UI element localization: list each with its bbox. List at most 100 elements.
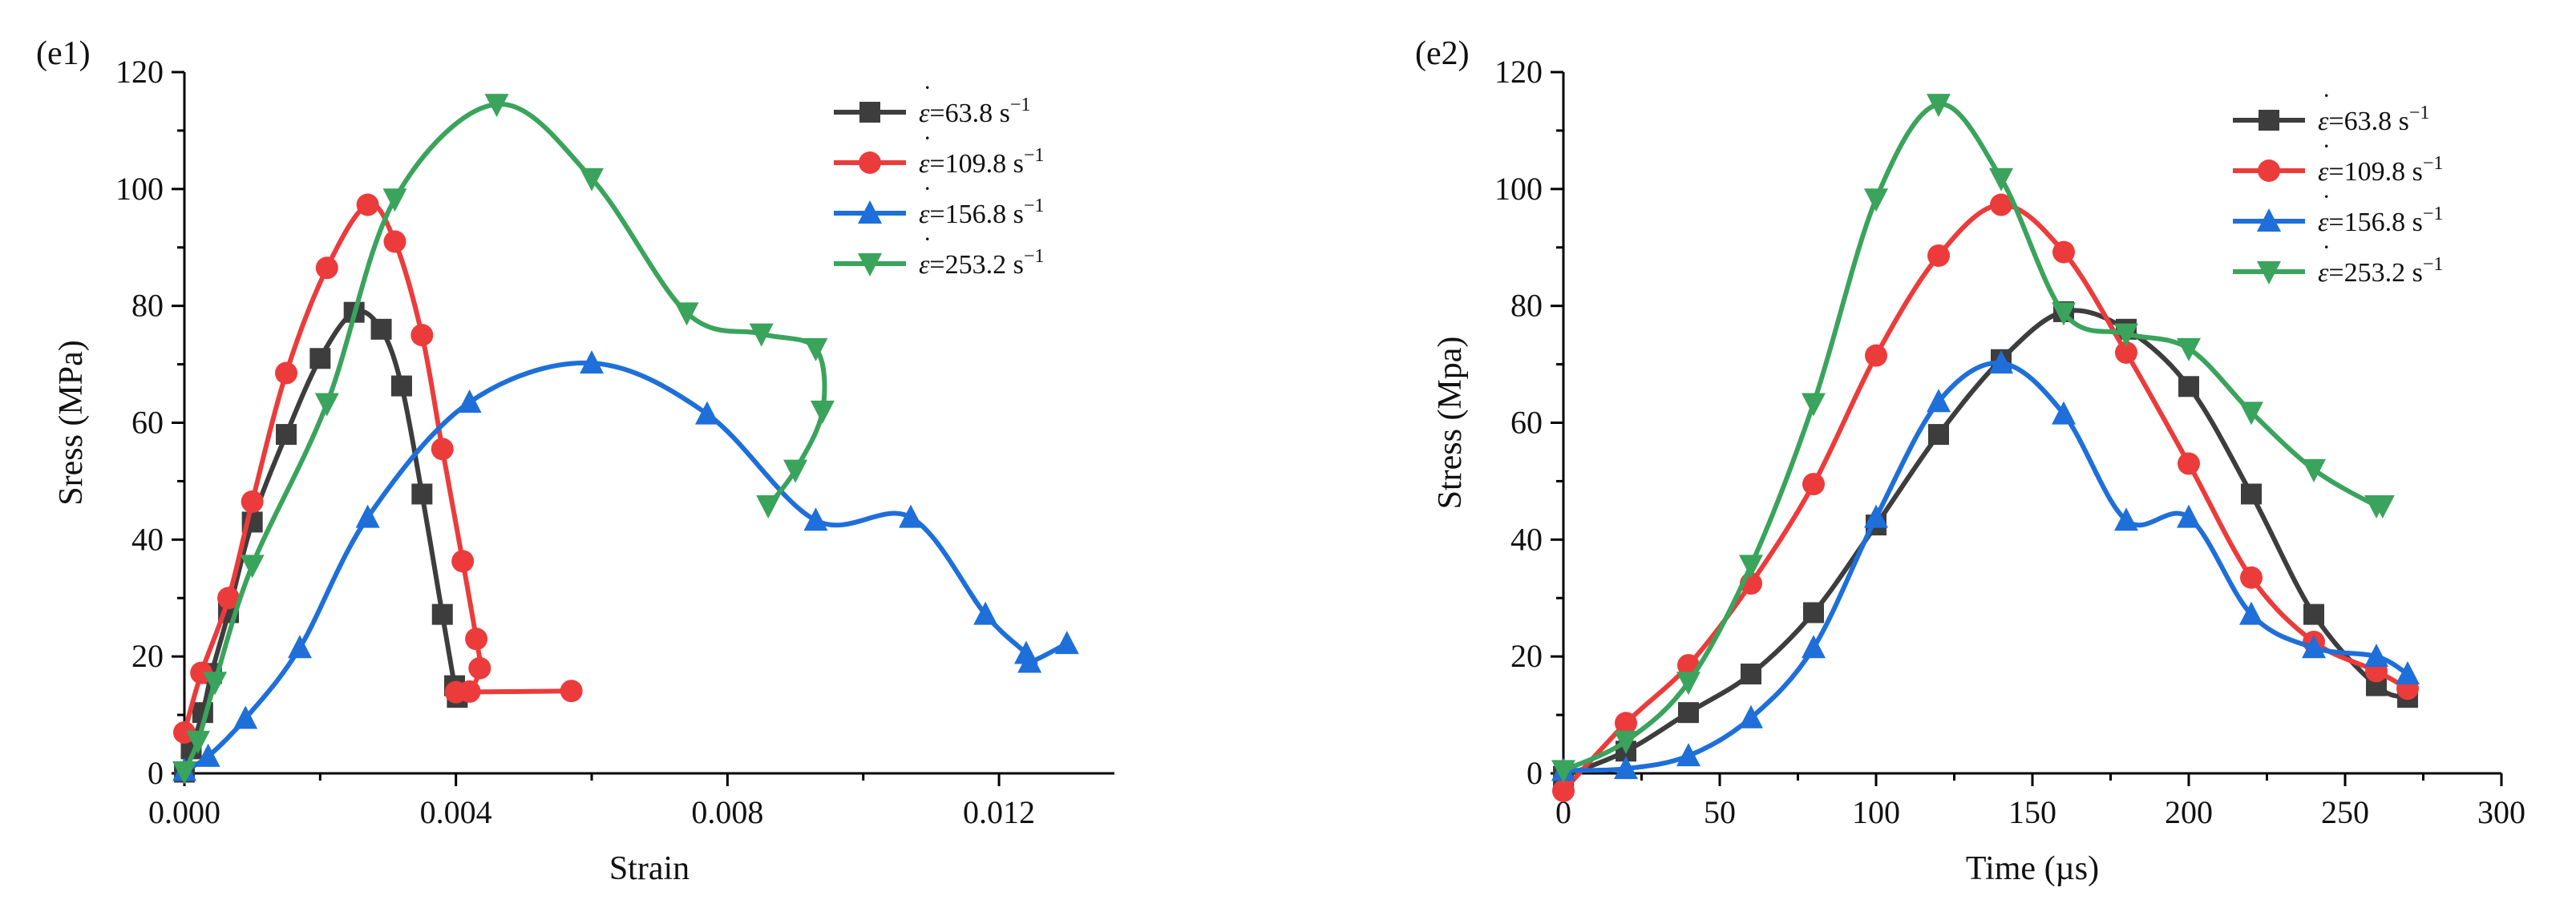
data-point (749, 323, 774, 347)
data-point (1739, 555, 1763, 579)
legend-rate-dot: ˙ (2322, 190, 2331, 220)
data-point (1678, 702, 1699, 724)
y-tick-label: 60 (1510, 405, 1543, 441)
data-point (1676, 672, 1700, 696)
y-tick-label: 20 (131, 638, 164, 674)
y-axis-label: Stress (Mpa) (1432, 337, 1469, 510)
legend-label: ε=156.8 s−1 (2318, 204, 2443, 237)
data-point (2302, 458, 2326, 482)
legend-entry: ˙ε=63.8 s−1 (834, 81, 1030, 128)
data-point (1739, 704, 1763, 728)
data-point (1054, 631, 1079, 655)
panel-label: (e2) (1415, 35, 1470, 72)
data-point (560, 680, 583, 703)
data-point (217, 587, 241, 610)
legend-swatch-marker (2257, 208, 2281, 232)
x-tick-label: 0 (1555, 794, 1571, 830)
legend-entry: ˙ε=253.2 s−1 (834, 232, 1044, 280)
legend-label: ε=253.2 s−1 (2318, 254, 2443, 288)
data-point (431, 438, 454, 461)
data-point (1927, 94, 1951, 118)
x-tick-label: 150 (2008, 794, 2056, 830)
data-point (1803, 602, 1824, 623)
data-point (1741, 664, 1761, 685)
legend-rate-dot: ˙ (923, 182, 932, 212)
x-tick-label: 0.000 (148, 794, 220, 830)
data-point (1990, 193, 2012, 216)
legend-entry: ˙ε=156.8 s−1 (834, 182, 1044, 229)
data-point (484, 94, 509, 118)
legend-label: ε=63.8 s−1 (2318, 103, 2429, 136)
data-point (240, 555, 265, 579)
data-point (309, 348, 331, 369)
data-point (2052, 302, 2076, 326)
data-point (1614, 730, 1638, 754)
data-point (457, 389, 482, 413)
x-tick-label: 250 (2321, 794, 2369, 830)
x-tick-label: 0.012 (963, 794, 1035, 830)
legend-entry: ˙ε=109.8 s−1 (834, 131, 1044, 179)
data-point (451, 550, 475, 573)
series-3 (1551, 350, 2420, 781)
data-point (1864, 188, 1888, 212)
legend-rate-dot: ˙ (2322, 240, 2331, 270)
data-point (756, 495, 781, 519)
x-tick-label: 200 (2165, 794, 2213, 830)
y-tick-label: 100 (115, 171, 164, 207)
data-point (1802, 635, 1826, 659)
y-tick-label: 120 (1494, 54, 1543, 90)
series-3 (172, 350, 1079, 781)
legend-label: ε=156.8 s−1 (919, 196, 1044, 229)
data-point (2396, 661, 2420, 685)
data-point (2239, 402, 2263, 426)
data-point (287, 635, 312, 659)
data-point (1927, 389, 1951, 413)
series-1 (174, 301, 468, 783)
legend-swatch-marker (858, 253, 882, 276)
data-point (275, 361, 298, 385)
data-point (2240, 566, 2263, 589)
data-point (390, 375, 412, 397)
legend-rate-dot: ˙ (923, 81, 932, 111)
data-point (1552, 779, 1575, 802)
data-point (783, 459, 808, 483)
data-point (1614, 756, 1638, 780)
data-point (233, 705, 258, 729)
y-tick-label: 100 (1494, 171, 1543, 207)
legend-rate-dot: ˙ (923, 131, 932, 161)
data-point (2364, 644, 2388, 668)
data-point (315, 256, 338, 280)
data-point (276, 424, 297, 446)
legend-entry: ˙ε=109.8 s−1 (2233, 139, 2443, 187)
legend-label: ε=109.8 s−1 (919, 145, 1044, 179)
legend-swatch-marker (859, 102, 880, 123)
data-point (1865, 344, 1887, 367)
y-tick-label: 40 (1510, 521, 1543, 557)
series-line (182, 201, 572, 733)
legend-label: ε=63.8 s−1 (919, 95, 1030, 128)
data-point (1551, 760, 1575, 784)
data-point (1928, 424, 1949, 446)
series-line (1561, 202, 2409, 793)
y-tick-label: 0 (1527, 755, 1543, 791)
data-point (2114, 507, 2138, 531)
series-4 (1551, 94, 2395, 784)
data-point (2302, 635, 2326, 659)
data-point (1989, 350, 2013, 374)
data-point (1927, 244, 1950, 267)
data-point (2115, 341, 2137, 364)
data-point (2303, 603, 2324, 625)
data-point (241, 490, 264, 513)
data-point (2177, 504, 2201, 528)
legend-swatch-marker (858, 200, 882, 224)
data-point (1017, 649, 1042, 673)
legend-rate-dot: ˙ (2322, 89, 2331, 119)
legend-swatch-marker (2258, 159, 2280, 182)
x-axis-label: Strain (609, 850, 689, 887)
series-2 (173, 193, 583, 744)
data-point (411, 483, 433, 505)
y-tick-label: 80 (131, 288, 164, 324)
legend-entry: ˙ε=156.8 s−1 (2233, 190, 2443, 237)
legend-swatch-marker (859, 151, 881, 174)
data-point (355, 504, 380, 528)
